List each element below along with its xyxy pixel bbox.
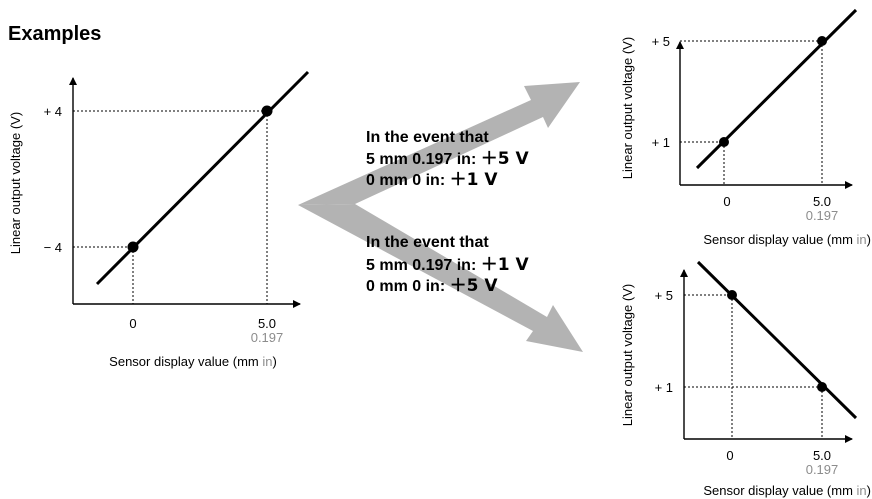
event-text-2: In the event that 5 mm 0.197 in: ＋1 V 0 … (366, 234, 529, 296)
left-point-zero (127, 241, 139, 253)
br-tick-five-in: 0.197 (806, 462, 839, 477)
br-tick-five-mm: 5.0 (813, 448, 831, 463)
tr-tick-zero: 0 (723, 194, 730, 209)
left-tick-minus4: − 4 (44, 240, 62, 255)
event1-heading: In the event that (366, 129, 489, 146)
br-tick-zero: 0 (726, 448, 733, 463)
tr-tick-five-in: 0.197 (806, 208, 839, 223)
examples-title: Examples (8, 23, 101, 45)
left-graph: + 4 − 4 0 5.0 0.197 Linear output voltag… (8, 70, 310, 369)
left-tick-plus4: + 4 (44, 104, 62, 119)
tr-tick-plus5: + 5 (652, 34, 670, 49)
tr-y-label: Linear output voltage (V) (620, 37, 635, 179)
br-y-label: Linear output voltage (V) (620, 284, 635, 426)
left-tick-zero: 0 (129, 316, 136, 331)
tr-tick-plus1: + 1 (652, 135, 670, 150)
lower-arrow (298, 204, 583, 352)
left-tick-five-in: 0.197 (251, 330, 284, 345)
left-output-line (95, 70, 310, 286)
tr-point-zero (719, 137, 729, 147)
left-x-label: Sensor display value (mm in) (109, 354, 277, 369)
event2-line2: 0 mm 0 in: ＋5 V (366, 276, 498, 296)
br-point-zero (727, 290, 737, 300)
br-output-line (696, 260, 858, 420)
tr-x-label: Sensor display value (mm in) (703, 232, 871, 247)
left-tick-five-mm: 5.0 (258, 316, 276, 331)
event2-heading: In the event that (366, 234, 489, 251)
event-text-1: In the event that 5 mm 0.197 in: ＋5 V 0 … (366, 129, 529, 190)
bottom-right-graph: + 5 + 1 0 5.0 0.197 Linear output voltag… (620, 260, 871, 498)
br-x-label: Sensor display value (mm in) (703, 483, 871, 498)
br-tick-plus1: + 1 (655, 380, 673, 395)
left-point-five (261, 105, 273, 117)
br-tick-plus5: + 5 (655, 288, 673, 303)
event2-line1: 5 mm 0.197 in: ＋1 V (366, 255, 529, 275)
br-point-five (817, 382, 827, 392)
event1-line2: 0 mm 0 in: ＋1 V (366, 170, 498, 190)
event1-line1: 5 mm 0.197 in: ＋5 V (366, 149, 529, 169)
tr-tick-five-mm: 5.0 (813, 194, 831, 209)
left-y-label: Linear output voltage (V) (8, 112, 23, 254)
upper-arrow (298, 82, 580, 205)
tr-point-five (817, 36, 827, 46)
top-right-graph: + 5 + 1 0 5.0 0.197 Linear output voltag… (620, 8, 871, 247)
